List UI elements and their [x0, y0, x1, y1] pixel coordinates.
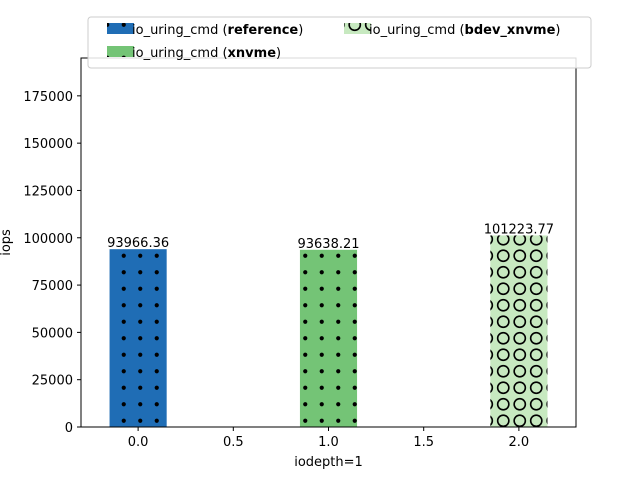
bar-1 [109, 249, 167, 427]
bar-hatch-3 [490, 235, 548, 427]
legend-entry-1: io_uring_cmd (reference) [107, 23, 303, 38]
data-labels-layer: 93966.36 93638.21 101223.77 [107, 222, 554, 251]
x-tick-label-1: 0.5 [223, 435, 244, 450]
y-tick-label-1: 25000 [32, 374, 73, 389]
bar-2 [299, 249, 358, 427]
y-axis-label: iops [0, 229, 14, 256]
legend-items: io_uring_cmd (reference) io_uring_cmd (xn… [107, 23, 561, 61]
legend-label-3: io_uring_cmd (bdev_xnvme) [369, 23, 561, 38]
legend: io_uring_cmd (reference) io_uring_cmd (xn… [87, 16, 592, 69]
y-tick-label-5: 125000 [23, 184, 73, 199]
legend-label-1: io_uring_cmd (reference) [132, 23, 303, 38]
bar-value-label-1: 93966.36 [107, 236, 169, 251]
y-tick-label-4: 100000 [23, 232, 73, 247]
y-tick-label-0: 0 [65, 421, 73, 436]
bar-hatch-2 [299, 249, 358, 427]
x-axis-label: iodepth=1 [294, 455, 363, 470]
bar-hatch-1 [109, 249, 167, 427]
x-tick-label-2: 1.0 [318, 435, 339, 450]
y-tick-label-3: 75000 [32, 279, 73, 294]
legend-box [87, 16, 592, 69]
x-axis: 0.0 0.5 1.0 1.5 2.0 [128, 427, 529, 450]
x-tick-label-4: 2.0 [509, 435, 530, 450]
bar-value-label-2: 93638.21 [297, 237, 359, 252]
legend-swatch-hatch-2 [107, 46, 134, 57]
legend-label-2: io_uring_cmd (xnvme) [132, 46, 281, 61]
bars-layer [109, 235, 548, 427]
legend-entry-2: io_uring_cmd (xnvme) [107, 46, 281, 61]
x-tick-label-0: 0.0 [128, 435, 149, 450]
x-tick-label-3: 1.5 [413, 435, 434, 450]
legend-swatch-hatch-1 [107, 23, 134, 34]
y-tick-label-6: 150000 [23, 137, 73, 152]
bar-3 [490, 235, 548, 427]
y-axis: 0 25000 50000 75000 100000 125000 150000 175000 [23, 90, 81, 436]
y-tick-label-7: 175000 [23, 90, 73, 105]
legend-swatch-hatch-3 [344, 23, 371, 34]
legend-entry-3: io_uring_cmd (bdev_xnvme) [344, 23, 561, 38]
y-tick-label-2: 50000 [32, 326, 73, 341]
bar-value-label-3: 101223.77 [484, 222, 554, 237]
